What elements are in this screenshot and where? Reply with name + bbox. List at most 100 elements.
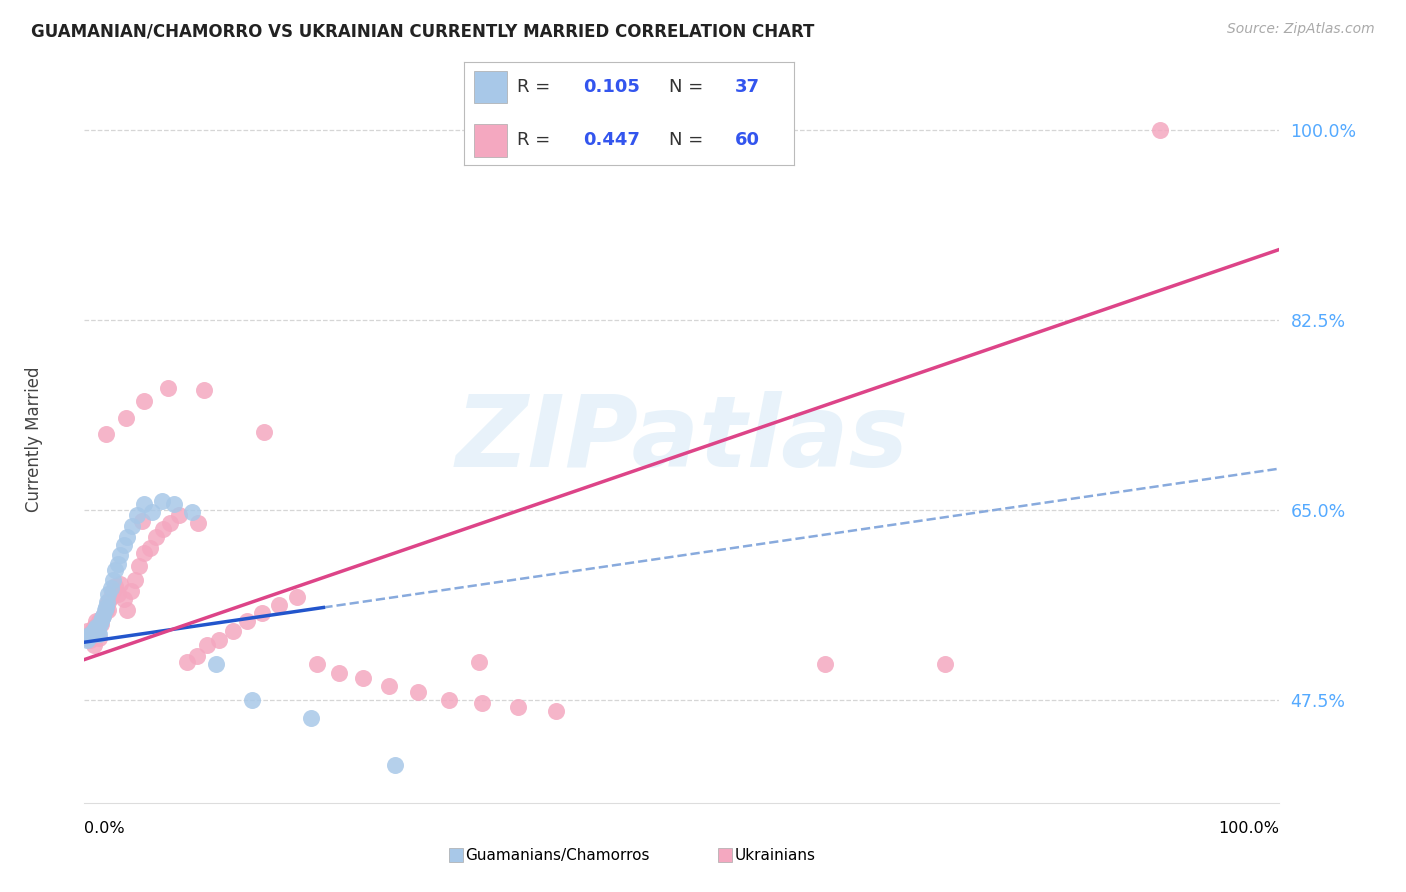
Point xyxy=(167,508,190,523)
Bar xyxy=(449,848,463,863)
Point xyxy=(125,508,148,523)
Point xyxy=(131,514,153,528)
Text: 0.0%: 0.0% xyxy=(84,821,125,836)
Text: Currently Married: Currently Married xyxy=(25,367,44,512)
Point xyxy=(187,516,209,530)
Point xyxy=(546,704,568,718)
Point xyxy=(86,620,108,634)
Text: Source: ZipAtlas.com: Source: ZipAtlas.com xyxy=(1227,22,1375,37)
Point xyxy=(104,562,127,576)
Point xyxy=(124,574,146,588)
Point xyxy=(97,602,120,616)
Point xyxy=(83,639,105,653)
Point xyxy=(112,537,135,551)
Text: N =: N = xyxy=(669,131,703,149)
Point xyxy=(193,384,215,398)
Point xyxy=(97,587,120,601)
Point xyxy=(221,624,243,639)
Point xyxy=(141,505,163,519)
Point xyxy=(80,624,103,639)
Point xyxy=(252,606,274,620)
Point xyxy=(84,622,107,636)
Point xyxy=(117,602,139,616)
Point xyxy=(285,590,308,604)
Point xyxy=(107,587,129,601)
Point xyxy=(110,549,132,563)
Point xyxy=(1149,123,1171,137)
Text: GUAMANIAN/CHAMORRO VS UKRAINIAN CURRENTLY MARRIED CORRELATION CHART: GUAMANIAN/CHAMORRO VS UKRAINIAN CURRENTL… xyxy=(31,22,814,40)
Point xyxy=(83,620,105,634)
Point xyxy=(269,599,291,613)
Text: 37: 37 xyxy=(735,78,759,96)
Point xyxy=(100,581,122,595)
Point xyxy=(101,584,124,599)
Point xyxy=(107,557,129,571)
Point xyxy=(132,497,156,511)
Point xyxy=(157,381,180,395)
Point xyxy=(90,616,112,631)
Point xyxy=(152,522,174,536)
Point xyxy=(77,627,100,641)
Point xyxy=(89,616,111,631)
Point xyxy=(253,425,276,439)
Point xyxy=(87,626,110,640)
Point xyxy=(186,649,208,664)
Point xyxy=(205,657,228,671)
Point xyxy=(79,627,101,641)
Point xyxy=(328,665,350,680)
Point xyxy=(86,614,108,628)
Point xyxy=(91,611,114,625)
Point xyxy=(117,530,139,544)
Point xyxy=(406,685,429,699)
Point xyxy=(97,595,120,609)
Point xyxy=(82,625,104,640)
Point xyxy=(83,624,105,639)
Point xyxy=(508,700,530,714)
Point xyxy=(301,711,323,725)
Point xyxy=(468,655,491,669)
Point xyxy=(814,657,837,671)
Point xyxy=(94,600,117,615)
Point xyxy=(77,631,100,645)
Point xyxy=(93,609,115,624)
Point xyxy=(437,692,460,706)
Text: R =: R = xyxy=(517,78,550,96)
Point xyxy=(352,671,374,685)
Point xyxy=(76,633,98,648)
Point xyxy=(104,579,127,593)
Point xyxy=(132,546,156,560)
Point xyxy=(101,574,124,588)
Point xyxy=(80,627,103,641)
Point xyxy=(378,679,401,693)
Point xyxy=(471,696,494,710)
Point xyxy=(176,655,198,669)
Point xyxy=(79,633,101,648)
Point xyxy=(96,595,118,609)
Point xyxy=(77,627,100,641)
Point xyxy=(208,633,231,648)
Point xyxy=(163,497,186,511)
Point xyxy=(86,624,108,639)
Text: 100.0%: 100.0% xyxy=(1219,821,1279,836)
Point xyxy=(121,519,143,533)
Text: N =: N = xyxy=(669,78,703,96)
Point xyxy=(150,494,173,508)
Point xyxy=(87,614,110,628)
Point xyxy=(181,505,204,519)
Point xyxy=(384,757,406,772)
Point xyxy=(115,410,138,425)
Point xyxy=(112,591,135,606)
Point xyxy=(132,394,156,409)
Point xyxy=(93,609,115,624)
Point xyxy=(128,559,150,574)
Text: Ukrainians: Ukrainians xyxy=(734,847,815,863)
Point xyxy=(240,692,263,706)
Bar xyxy=(474,124,508,157)
Text: 0.105: 0.105 xyxy=(583,78,640,96)
Point xyxy=(159,516,181,530)
Text: 0.447: 0.447 xyxy=(583,131,640,149)
Bar xyxy=(718,848,733,863)
Text: Guamanians/Chamorros: Guamanians/Chamorros xyxy=(465,847,650,863)
Point xyxy=(145,530,167,544)
Point xyxy=(87,631,110,645)
